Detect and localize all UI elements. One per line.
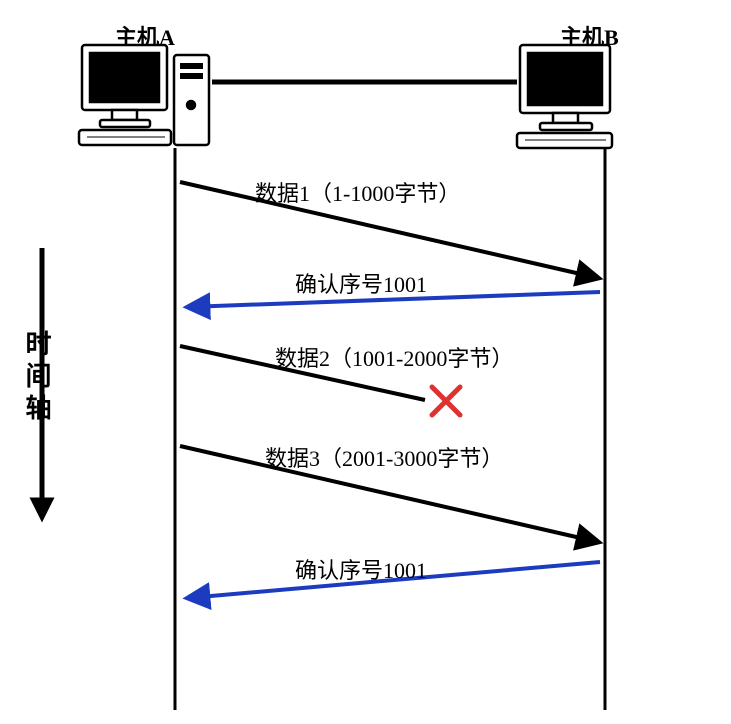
computer-a-icon	[79, 45, 209, 145]
fail-x-icon	[432, 387, 460, 415]
msg-ack1-label: 确认序号1001	[295, 267, 427, 299]
computer-b-icon	[517, 45, 612, 148]
msg-ack2-label: 确认序号1001	[295, 553, 427, 585]
msg-data2-label: 数据2（1001-2000字节）	[275, 341, 513, 373]
msg-data1-label: 数据1（1-1000字节）	[255, 176, 460, 208]
msg-data3-label: 数据3（2001-3000字节）	[265, 441, 503, 473]
diagram-container: 主机A 主机B 时间轴	[0, 0, 731, 724]
